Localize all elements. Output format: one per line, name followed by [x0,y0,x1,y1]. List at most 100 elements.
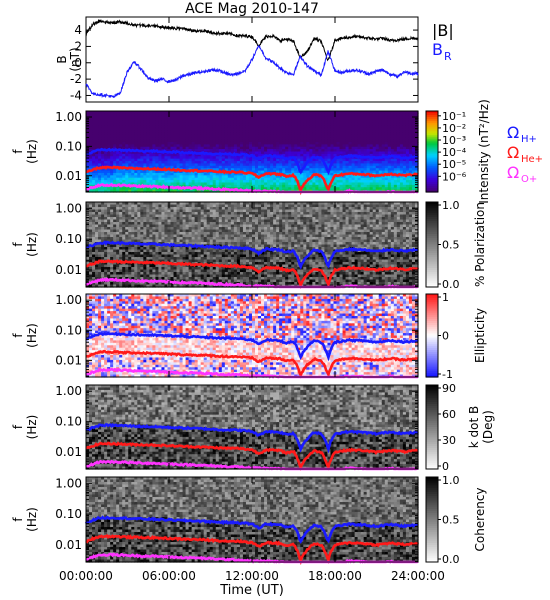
heatmap-cell [179,254,184,258]
heatmap-cell [321,151,326,155]
heatmap-cell [182,222,187,226]
heatmap-cell [384,187,389,191]
heatmap-cell [173,272,178,276]
heatmap-cell [390,180,395,184]
heatmap-cell [86,239,90,243]
y-axis-unit: (Hz) [25,139,39,164]
heatmap-cell [191,146,196,150]
heatmap-cell [146,122,150,126]
heatmap-cell [375,127,380,131]
heatmap-cell [86,137,90,141]
heatmap-cell [122,227,126,231]
heatmap-cell [282,139,286,143]
heatmap-cell [140,259,144,263]
heatmap-cell [309,184,313,188]
heatmap-cell [261,175,265,179]
heatmap-cell [294,168,298,172]
heatmap-cell [384,111,389,114]
heatmap-cell [405,144,410,148]
heatmap-cell [119,158,123,162]
heatmap-cell [372,161,377,165]
legend-b-magnitude: |B| [432,21,454,40]
heatmap-cell [348,111,353,114]
heatmap-cell [300,139,304,143]
heatmap-cell [360,187,365,191]
heatmap-cell [233,182,238,186]
heatmap-cell [146,127,150,131]
heatmap-cell [152,217,157,221]
heatmap-cell [86,113,90,117]
heatmap-cell [233,113,238,117]
heatmap-cell [339,187,344,191]
heatmap-cell [176,247,181,251]
heatmap-cell [173,214,178,218]
heatmap-cell [354,134,359,138]
heatmap-cell [89,165,93,169]
heatmap-cell [137,244,141,248]
heatmap-cell [381,180,386,184]
heatmap-cell [158,115,163,119]
heatmap-cell [318,177,323,181]
heatmap-cell [143,170,147,174]
heatmap-cell [351,134,356,138]
heatmap-cell [363,125,368,129]
heatmap-cell [273,163,277,167]
heatmap-cell [155,204,160,208]
heatmap-cell [179,234,184,238]
heatmap-cell [291,149,295,153]
heatmap-cell [276,134,280,138]
heatmap-cell [273,175,277,179]
heatmap-cell [375,182,380,186]
heatmap-cell [267,139,271,143]
heatmap-cell [122,163,126,167]
heatmap-cell [255,132,259,136]
heatmap-cell [408,113,413,117]
heatmap-cell [339,144,344,148]
heatmap-cell [318,149,323,153]
heatmap-cell [149,247,153,251]
heatmap-cell [408,111,413,114]
heatmap-cell [405,132,410,136]
heatmap-cell [92,217,96,221]
heatmap-cell [113,132,117,136]
colorbar-tick-label: 10⁻⁵ [442,158,466,171]
heatmap-cell [366,177,371,181]
heatmap-cell [140,267,144,271]
heatmap-cell [110,254,114,258]
heatmap-cell [161,115,166,119]
heatmap-cell [414,144,419,148]
heatmap-cell [197,139,202,143]
heatmap-cell [155,267,160,271]
heatmap-cell [152,115,157,119]
heatmap-cell [342,122,347,126]
heatmap-cell [294,149,298,153]
heatmap-cell [227,168,232,172]
heatmap-cell [86,262,90,266]
heatmap-cell [152,284,157,288]
heatmap-cell [89,144,93,148]
heatmap-cell [414,161,419,165]
heatmap-cell [215,137,220,141]
heatmap-cell [122,180,126,184]
heatmap-cell [98,125,102,129]
heatmap-cell [161,141,166,145]
heatmap-cell [95,177,99,181]
heatmap-cell [143,175,147,179]
heatmap-cell [125,264,129,268]
heatmap-cell [146,175,150,179]
heatmap-cell [191,158,196,162]
heatmap-cell [161,217,166,221]
heatmap-cell [194,141,199,145]
heatmap-cell [119,209,123,213]
heatmap-cell [119,146,123,150]
heatmap-cell [348,182,353,186]
heatmap-cell [230,175,235,179]
heatmap-cell [372,120,377,124]
heatmap-cell [131,284,135,288]
heatmap-cell [288,184,292,188]
heatmap-cell [164,277,169,281]
heatmap-cell [92,264,96,268]
heatmap-cell [294,144,298,148]
heatmap-cell [233,141,238,145]
heatmap-cell [137,177,141,181]
